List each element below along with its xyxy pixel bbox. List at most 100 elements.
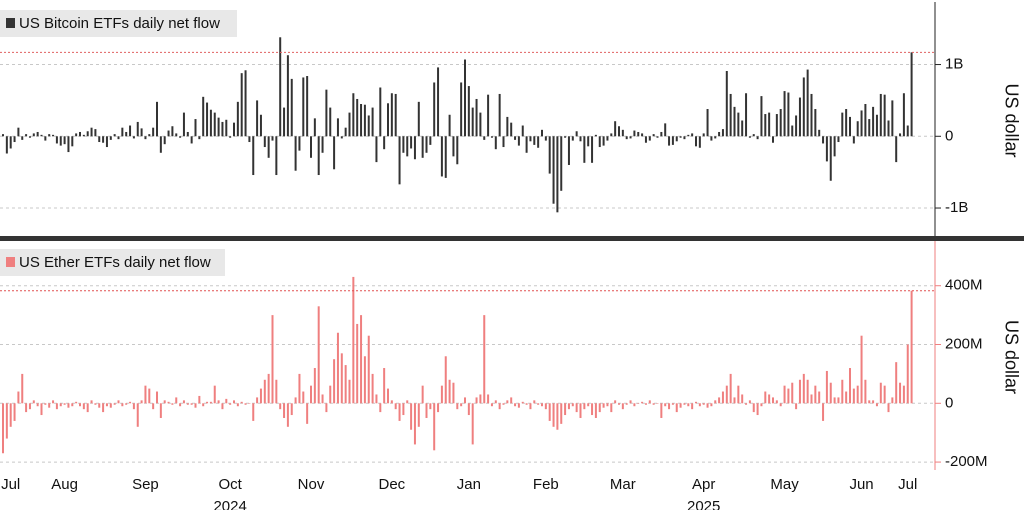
- bar: [714, 400, 717, 404]
- bar: [240, 401, 243, 404]
- bar: [514, 403, 517, 407]
- bar: [417, 101, 420, 137]
- bar: [298, 136, 301, 151]
- bar: [240, 73, 243, 137]
- bar: [194, 119, 197, 137]
- bar: [787, 92, 790, 137]
- bar: [691, 403, 694, 410]
- panel-divider: [0, 236, 1024, 241]
- bar: [606, 136, 609, 141]
- bar: [259, 114, 262, 137]
- bar: [32, 400, 35, 404]
- bar: [267, 373, 270, 404]
- bar: [560, 403, 563, 424]
- bar: [336, 118, 339, 137]
- bar: [729, 373, 732, 404]
- bar: [267, 136, 270, 158]
- bar: [448, 379, 451, 404]
- x-tick-label: Nov: [297, 476, 325, 493]
- bar: [52, 400, 55, 404]
- bar: [745, 93, 748, 137]
- bar: [529, 136, 532, 142]
- bar: [236, 403, 239, 407]
- bar: [818, 391, 821, 404]
- bar: [810, 93, 813, 137]
- bar: [902, 93, 905, 137]
- bar: [398, 136, 401, 185]
- bar: [271, 315, 274, 404]
- bar: [421, 385, 424, 404]
- bar: [791, 382, 794, 404]
- bar: [163, 400, 166, 404]
- bar: [94, 403, 97, 405]
- bar: [275, 136, 278, 176]
- bar: [444, 356, 447, 404]
- bar: [152, 127, 155, 137]
- x-tick-label: Jul: [898, 476, 918, 493]
- bar: [52, 134, 55, 137]
- bar: [32, 133, 35, 137]
- bar: [875, 114, 878, 137]
- bar: [544, 403, 547, 410]
- bar: [710, 136, 713, 141]
- bar: [394, 403, 397, 410]
- bar: [71, 136, 74, 147]
- bar: [787, 388, 790, 404]
- bar: [695, 136, 697, 147]
- bar: [82, 134, 85, 137]
- bar: [648, 400, 651, 404]
- bar: [171, 126, 174, 137]
- bar: [121, 403, 124, 407]
- bar: [883, 385, 886, 404]
- bar: [263, 136, 266, 148]
- bar: [610, 133, 613, 137]
- bar: [113, 134, 116, 137]
- bar: [656, 136, 659, 138]
- bar: [413, 136, 416, 160]
- bar: [664, 123, 667, 137]
- bar: [75, 401, 78, 404]
- bar: [98, 136, 101, 143]
- bar: [190, 136, 193, 144]
- bar: [464, 397, 466, 404]
- bar: [641, 133, 644, 137]
- legend-label: US Ether ETFs daily net flow: [19, 254, 211, 271]
- bar: [402, 403, 405, 416]
- bar: [252, 403, 255, 421]
- bar: [344, 127, 347, 137]
- bar: [872, 400, 875, 404]
- bar: [2, 134, 4, 137]
- bar: [510, 397, 513, 404]
- bar: [479, 394, 482, 404]
- bar: [687, 403, 690, 407]
- bar: [860, 110, 863, 137]
- bar: [760, 403, 763, 407]
- bar: [483, 315, 486, 404]
- bar: [2, 403, 4, 454]
- bar: [179, 403, 182, 407]
- bar: [244, 403, 247, 405]
- bar: [379, 87, 382, 137]
- bar: [294, 136, 297, 171]
- bar: [25, 134, 28, 137]
- bar: [256, 100, 259, 137]
- bar: [263, 379, 266, 404]
- bar: [818, 129, 821, 137]
- bar: [79, 131, 81, 137]
- bar: [764, 391, 767, 404]
- bar: [718, 131, 721, 137]
- bar: [213, 112, 216, 137]
- bar: [583, 136, 586, 163]
- bar: [671, 403, 674, 405]
- bar: [117, 136, 120, 140]
- bar: [44, 403, 47, 405]
- y-tick-label: 0: [945, 394, 953, 411]
- bar: [59, 136, 62, 146]
- bar: [806, 379, 809, 404]
- bar: [356, 98, 359, 137]
- bar: [290, 403, 293, 416]
- bar: [152, 403, 155, 410]
- bar: [425, 136, 428, 153]
- bar: [375, 394, 378, 404]
- bar: [571, 136, 574, 141]
